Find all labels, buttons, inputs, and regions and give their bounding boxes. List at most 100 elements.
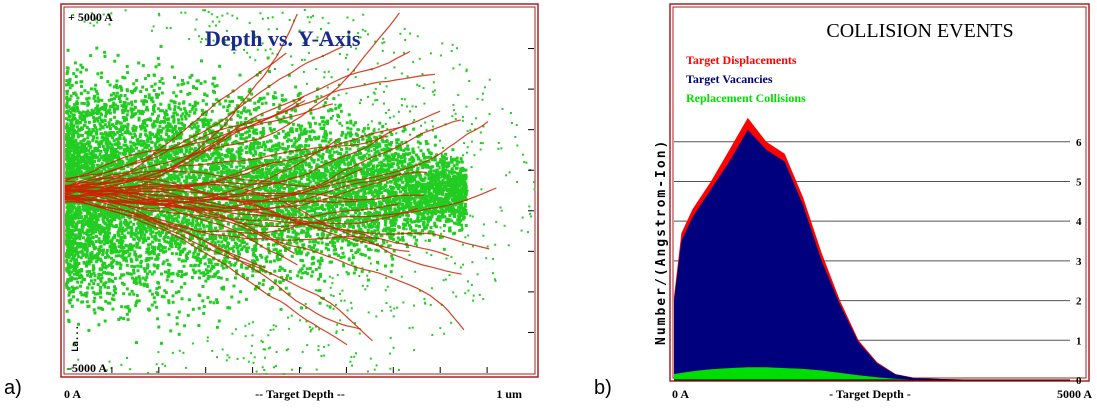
cascade-point <box>462 195 466 199</box>
cascade-point <box>208 131 212 135</box>
cascade-point <box>70 240 74 244</box>
cascade-point <box>428 229 432 233</box>
cascade-point <box>252 144 256 148</box>
cascade-point <box>109 159 113 163</box>
cascade-point <box>269 188 273 192</box>
cascade-point <box>292 236 296 240</box>
cascade-point <box>267 148 271 152</box>
cascade-point <box>322 123 326 127</box>
cascade-point <box>300 239 304 243</box>
cascade-point <box>103 262 107 265</box>
cascade-point <box>196 200 200 204</box>
cascade-point <box>425 155 429 159</box>
cascade-point <box>280 236 284 240</box>
cascade-point <box>345 157 349 161</box>
cascade-point <box>106 301 110 305</box>
cascade-point <box>213 241 217 245</box>
cascade-point <box>110 220 113 224</box>
cascade-point <box>435 218 439 221</box>
cascade-point <box>308 165 312 168</box>
cascade-point <box>284 98 288 102</box>
cascade-point <box>208 300 212 304</box>
cascade-point <box>108 301 112 305</box>
cascade-point <box>396 236 400 240</box>
cascade-point <box>256 146 260 150</box>
cascade-point <box>123 117 126 121</box>
cascade-point <box>289 276 292 280</box>
cascade-point <box>393 181 397 185</box>
cascade-point <box>99 166 103 170</box>
cascade-point <box>385 180 389 184</box>
cascade-point <box>182 152 186 156</box>
cascade-point <box>284 111 288 114</box>
cascade-point <box>136 269 140 273</box>
cascade-point <box>253 287 257 291</box>
cascade-point <box>157 114 161 118</box>
cascade-point <box>420 216 424 220</box>
cascade-point <box>280 174 284 178</box>
cascade-point <box>65 83 68 87</box>
cascade-point <box>301 271 305 275</box>
cascade-point <box>276 197 280 201</box>
cascade-point <box>177 142 180 145</box>
cascade-point <box>213 251 217 255</box>
cascade-point <box>340 147 343 151</box>
cascade-point <box>257 188 261 192</box>
cascade-point <box>196 253 200 256</box>
cascade-point <box>244 131 248 135</box>
cascade-point <box>159 102 163 106</box>
cascade-point <box>349 202 353 206</box>
cascade-point <box>403 128 407 132</box>
cascade-point <box>93 149 97 153</box>
cascade-point <box>285 208 289 212</box>
cascade-point <box>147 93 151 97</box>
cascade-point <box>75 215 79 218</box>
cascade-point <box>174 94 178 98</box>
cascade-point <box>215 147 219 151</box>
cascade-point <box>101 126 105 130</box>
cascade-point <box>163 178 167 182</box>
cascade-point <box>92 282 96 286</box>
cascade-point <box>210 109 214 113</box>
cascade-point <box>204 174 208 178</box>
cascade-point <box>300 182 303 186</box>
cascade-point <box>349 196 353 200</box>
cascade-point <box>145 257 149 261</box>
cascade-point <box>314 172 318 175</box>
cascade-point <box>327 248 330 252</box>
cascade-point <box>120 305 124 309</box>
cascade-point <box>236 130 240 134</box>
cascade-point <box>209 125 213 129</box>
cascade-point <box>299 149 303 153</box>
cascade-point <box>185 224 189 228</box>
cascade-point <box>66 118 70 122</box>
cascade-point <box>153 119 157 123</box>
cascade-point <box>227 247 231 251</box>
cascade-point <box>73 264 77 268</box>
cascade-point <box>297 250 301 254</box>
cascade-point <box>324 136 328 140</box>
cascade-point <box>167 241 171 245</box>
cascade-point <box>94 260 98 264</box>
cascade-point <box>441 210 445 214</box>
cascade-point <box>213 76 217 80</box>
cascade-point <box>367 238 371 242</box>
cascade-point <box>111 265 114 269</box>
cascade-point <box>135 226 139 230</box>
cascade-point <box>293 141 297 145</box>
cascade-point <box>288 186 292 190</box>
cascade-point <box>215 325 219 329</box>
cascade-point <box>286 223 290 227</box>
cascade-point <box>305 209 309 213</box>
cascade-point <box>286 160 290 164</box>
cascade-point <box>122 207 126 211</box>
cascade-point <box>328 131 332 135</box>
cascade-point <box>162 245 165 249</box>
cascade-point <box>233 157 237 161</box>
cascade-point <box>337 224 341 228</box>
cascade-point <box>349 121 353 125</box>
cascade-point <box>318 301 322 305</box>
cascade-point <box>300 217 304 221</box>
cascade-point <box>113 277 117 280</box>
cascade-point <box>336 169 340 173</box>
